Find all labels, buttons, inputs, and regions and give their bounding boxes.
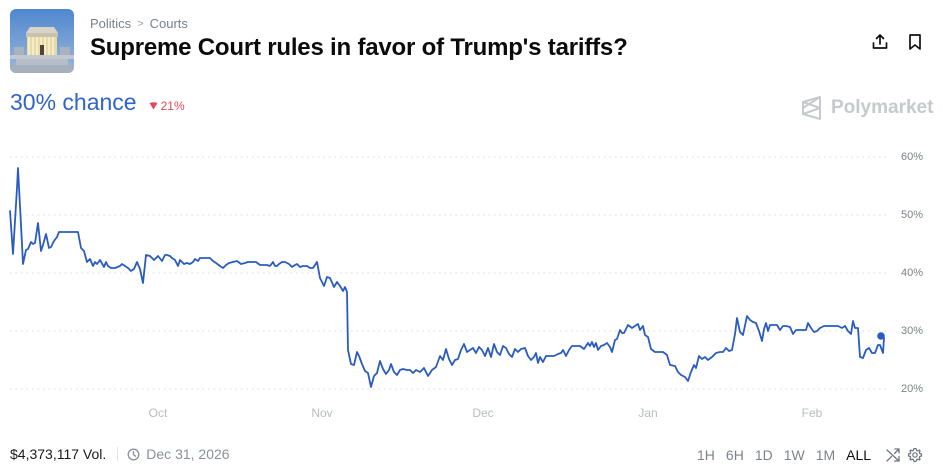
x-tick-oct: Oct	[148, 406, 168, 420]
bookmark-icon	[909, 34, 921, 50]
x-tick-dec: Dec	[472, 406, 494, 420]
range-1m[interactable]: 1M	[815, 447, 836, 463]
chance-label: 30% chance	[10, 89, 137, 115]
polymarket-logo-icon	[802, 96, 821, 120]
y-tick-50: 50%	[901, 209, 924, 221]
y-tick-40: 40%	[901, 267, 924, 279]
market-title: Supreme Court rules in favor of Trump's …	[90, 34, 628, 61]
market-footer: $4,373,117 Vol. Dec 31, 2026	[10, 446, 230, 462]
brand-name: Polymarket	[831, 97, 934, 118]
price-history-chart[interactable]	[0, 140, 942, 430]
triangle-down-icon	[149, 102, 158, 110]
gridlines	[10, 156, 890, 390]
clock-icon	[127, 448, 140, 460]
breadcrumb: Politics > Courts	[90, 16, 188, 31]
change-badge: 21%	[149, 99, 185, 113]
change-value: 21%	[160, 99, 185, 113]
range-6h[interactable]: 6H	[725, 447, 744, 463]
breadcrumb-separator: >	[137, 17, 144, 30]
time-range-selector: 1H 6H 1D 1W 1M ALL	[697, 446, 924, 464]
price-line	[9, 167, 885, 388]
volume-value: $4,373,117 Vol.	[10, 446, 107, 462]
range-1h[interactable]: 1H	[697, 447, 715, 463]
settings-button[interactable]	[906, 446, 924, 464]
shuffle-button[interactable]	[884, 446, 902, 464]
y-tick-30: 30%	[901, 325, 924, 337]
probability-summary: 30% chance 21%	[10, 89, 185, 116]
shuffle-icon	[886, 448, 900, 462]
breadcrumb-courts[interactable]: Courts	[149, 16, 188, 31]
x-tick-feb: Feb	[801, 406, 823, 420]
share-upload-icon	[872, 34, 888, 49]
x-tick-nov: Nov	[311, 406, 333, 420]
end-date: Dec 31, 2026	[127, 446, 230, 462]
gear-icon	[907, 447, 923, 463]
y-tick-20: 20%	[901, 383, 924, 395]
current-value-marker	[877, 332, 885, 340]
end-date-value: Dec 31, 2026	[146, 446, 230, 462]
range-all[interactable]: ALL	[846, 447, 872, 463]
bookmark-button[interactable]	[904, 31, 926, 53]
breadcrumb-politics[interactable]: Politics	[90, 16, 132, 31]
range-1w[interactable]: 1W	[783, 447, 805, 463]
footer-divider	[117, 447, 119, 461]
polymarket-brand: Polymarket	[801, 96, 933, 120]
range-1d[interactable]: 1D	[754, 447, 773, 463]
supreme-court-building-image	[10, 9, 74, 73]
y-tick-60: 60%	[901, 151, 924, 163]
market-thumbnail	[10, 9, 74, 73]
share-button[interactable]	[869, 31, 891, 53]
x-tick-jan: Jan	[638, 406, 658, 420]
